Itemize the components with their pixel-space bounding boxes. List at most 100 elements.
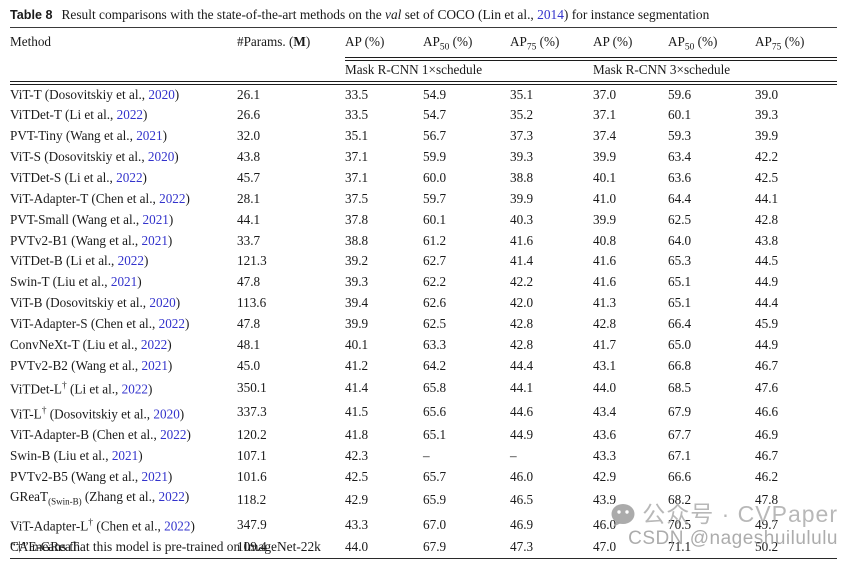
params-cell: 101.6 [237,468,267,484]
ap-value-cell-4: 68.5 [668,380,692,396]
citation-year-link[interactable]: 2020 [147,149,175,165]
citation-year-link[interactable]: 2022 [116,170,143,186]
dagger-marker: † [88,517,94,528]
ap-value-cell-2: 42.8 [510,315,534,331]
table-caption-val-word: val [385,7,402,22]
citation-year-link[interactable]: 2020 [148,86,175,102]
ap-value-cell-0: 33.5 [345,86,369,102]
ap-value-cell-3: 43.4 [593,404,617,420]
params-cell: 121.3 [237,253,267,269]
citation-year-link[interactable]: 2022 [140,336,168,352]
results-table: Method #Params. (M) AP (%) AP50 (%) AP75 (… [10,27,837,560]
params-cell: 32.0 [237,128,261,144]
ap-value-cell-4: 64.0 [668,232,692,248]
group-header-3x-schedule: Mask R-CNN 3×schedule [593,58,837,85]
ap-value-cell-2: 35.2 [510,107,534,123]
table-row: ViT-L† (Dosovitskiy et al., 2020) 337.3 41… [10,401,837,425]
ap-value-cell-0: 43.3 [345,516,369,532]
ap-value-cell-4: 66.6 [668,468,692,484]
citation-year-link[interactable]: 2021 [136,128,163,144]
method-cell: ViTDet-B (Li et al., 2022) [10,253,149,269]
ap-value-cell-5: 44.1 [755,190,779,206]
table-row: ViT-Adapter-B (Chen et al., 2022) 120.2 41… [10,425,837,446]
ap-value-cell-4: 59.6 [668,86,692,102]
table-row: CAE-GReaT 109.4 44.0 67.9 47.3 47.0 71.1 50.2 [10,537,837,560]
ap-value-cell-2: – [510,447,517,463]
method-cell: PVTv2-B2 (Wang et al., 2021) [10,357,173,373]
table-caption-text-3: ) for instance segmentation [563,7,710,22]
citation-year-link[interactable]: 2022 [158,489,185,505]
table-row: PVTv2-B1 (Wang et al., 2021) 33.7 38.8 61.2… [10,231,837,252]
ap-value-cell-1: 62.5 [423,315,447,331]
method-cell: ViT-Adapter-B (Chen et al., 2022) [10,426,191,442]
table-row: PVT-Tiny (Wang et al., 2021) 32.0 35.1 56.7… [10,126,837,147]
ap-value-cell-3: 43.1 [593,357,617,373]
table-row: ViTDet-L† (Li et al., 2022) 350.1 41.4 65.8… [10,376,837,400]
table-row: ViTDet-B (Li et al., 2022) 121.3 39.2 62.7 4… [10,251,837,272]
ap-value-cell-4: 64.4 [668,190,692,206]
ap-value-cell-2: 42.2 [510,274,534,290]
ap-value-cell-2: 44.1 [510,380,534,396]
params-cell: 347.9 [237,516,267,532]
ap-value-cell-1: 54.9 [423,86,447,102]
citation-year-link[interactable]: 2022 [160,426,187,442]
method-cell: PVT-Tiny (Wang et al., 2021) [10,128,167,144]
method-cell: ViTDet-S (Li et al., 2022) [10,170,147,186]
params-cell: 33.7 [237,232,261,248]
ap-value-cell-0: 39.3 [345,274,369,290]
params-label-pre: #Params. ( [237,34,294,49]
citation-year-link[interactable]: 2022 [159,190,186,206]
ap-value-cell-0: 42.9 [345,491,369,507]
ap-value-cell-3: 42.8 [593,315,617,331]
table-row: PVTv2-B5 (Wang et al., 2021) 101.6 42.5 65.… [10,467,837,488]
citation-year-link[interactable]: 2021 [142,211,169,227]
citation-year-link[interactable]: 2020 [149,295,176,311]
citation-year-link[interactable]: 2022 [121,381,149,397]
ap-value-cell-0: 42.5 [345,468,369,484]
header-row-top: Method #Params. (M) AP (%) AP50 (%) AP75 (… [10,27,837,85]
ap-value-cell-5: 42.2 [755,149,779,165]
citation-year-link[interactable]: 2022 [117,253,144,269]
citation-year-link[interactable]: 2021 [141,468,168,484]
ap-value-cell-4: 63.6 [668,170,692,186]
method-cell: PVTv2-B5 (Wang et al., 2021) [10,468,173,484]
ap-value-cell-3: 39.9 [593,149,617,165]
citation-year-link[interactable]: 2022 [158,315,185,331]
method-cell: ViT-B (Dosovitskiy et al., 2020) [10,295,181,311]
ap-value-cell-2: 44.6 [510,404,534,420]
ap-value-cell-0: 41.2 [345,357,369,373]
ap-value-cell-5: 39.9 [755,128,779,144]
ap-value-cell-1: 65.7 [423,468,447,484]
ap-value-cell-1: 65.1 [423,426,447,442]
table-row: PVT-Small (Wang et al., 2021) 44.1 37.8 60.… [10,210,837,231]
ap-value-cell-5: 44.5 [755,253,779,269]
table-row: ViT-Adapter-S (Chen et al., 2022) 47.8 39.… [10,314,837,335]
ap-value-cell-5: 44.9 [755,336,779,352]
ap-value-cell-5: 43.8 [755,232,779,248]
ap-value-cell-1: 62.6 [423,295,447,311]
ap-value-cell-2: 46.5 [510,491,534,507]
ap-value-cell-4: 68.2 [668,491,692,507]
ap-value-cell-1: 63.3 [423,336,447,352]
citation-year-link[interactable]: 2021 [141,357,168,373]
params-cell: 118.2 [237,491,267,507]
table-caption-text-1: Result comparisons with the state-of-the… [61,7,386,22]
ap-value-cell-5: 42.5 [755,170,779,186]
method-cell: ConvNeXt-T (Liu et al., 2022) [10,336,172,352]
method-cell: Swin-B (Liu et al., 2021) [10,447,143,463]
ap-value-cell-4: 59.3 [668,128,692,144]
citation-year-link[interactable]: 2022 [164,518,191,534]
table-footnote: “†” means that this model is pre-trained… [10,539,321,554]
citation-year-link[interactable]: 2020 [153,406,180,422]
ap-value-cell-1: 67.9 [423,537,510,560]
citation-year-link[interactable]: 2021 [111,447,139,463]
citation-year-link[interactable]: 2022 [116,107,144,123]
ap-value-cell-0: 39.2 [345,253,369,269]
caption-citation-year-link[interactable]: 2014 [537,7,564,22]
citation-year-link[interactable]: 2021 [110,274,138,290]
table-body: ViT-T (Dosovitskiy et al., 2020) 26.1 33.5… [10,83,837,560]
params-cell: 47.8 [237,315,261,331]
group-header-1x-schedule: Mask R-CNN 1×schedule [345,58,593,85]
col-header-ap-4: AP50 (%) [668,27,755,61]
citation-year-link[interactable]: 2021 [141,232,168,248]
